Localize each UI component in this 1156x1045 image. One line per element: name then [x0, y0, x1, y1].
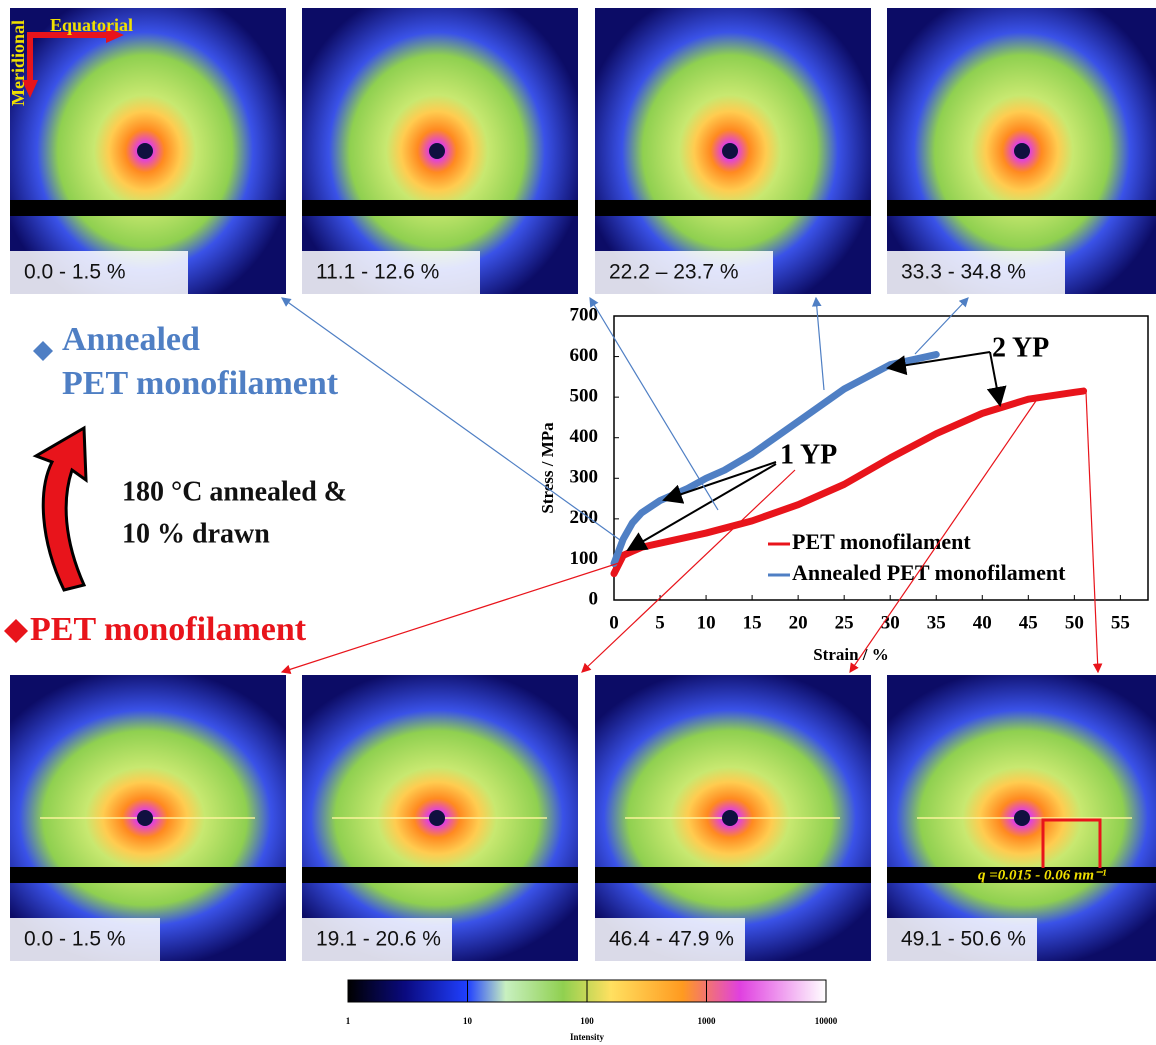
- x-tick-label: 20: [789, 612, 808, 633]
- y-tick-label: 300: [570, 467, 599, 488]
- y-tick-label: 200: [570, 507, 599, 528]
- treatment-text: 10 % drawn: [122, 518, 270, 549]
- beamstop: [722, 143, 738, 159]
- curved-arrow: [36, 428, 86, 590]
- beamstop: [1014, 810, 1030, 826]
- panel-label: 19.1 - 20.6 %: [316, 928, 441, 951]
- y-tick-label: 500: [570, 386, 599, 407]
- panel-label: 11.1 - 12.6 %: [316, 261, 439, 284]
- beamstop: [429, 143, 445, 159]
- plot-frame: [614, 316, 1148, 600]
- beamstop-bar: [10, 867, 286, 883]
- panel-label: 46.4 - 47.9 %: [609, 928, 734, 951]
- beamstop-bar: [302, 867, 578, 883]
- meridional-label: Meridional: [8, 20, 28, 106]
- colorbar-tick-label: 1000: [698, 1016, 717, 1026]
- connector: [282, 562, 622, 672]
- annotation: 2 YP: [992, 332, 1049, 363]
- x-tick-label: 10: [697, 612, 716, 633]
- legend-label: PET monofilament: [792, 529, 971, 554]
- panel-label: 22.2 – 23.7 %: [609, 261, 739, 284]
- annotation: 1 YP: [780, 439, 837, 470]
- x-tick-label: 55: [1111, 612, 1130, 633]
- saxs-panel: 49.1 - 50.6 %: [847, 668, 1156, 968]
- panel-label: 0.0 - 1.5 %: [24, 928, 126, 951]
- colorbar-label: Intensity: [570, 1032, 605, 1042]
- beamstop-bar: [595, 200, 871, 216]
- colorbar-tick-label: 10000: [815, 1016, 838, 1026]
- x-tick-label: 0: [609, 612, 619, 633]
- saxs-image: [0, 668, 320, 968]
- pet-title: PET monofilament: [30, 611, 307, 648]
- beamstop: [137, 810, 153, 826]
- x-tick-label: 5: [655, 612, 665, 633]
- saxs-panel: 33.3 - 34.8 %: [872, 0, 1156, 316]
- panel-label: 0.0 - 1.5 %: [24, 261, 126, 284]
- saxs-panel: 19.1 - 20.6 %: [262, 668, 612, 968]
- y-tick-label: 600: [570, 345, 599, 366]
- treatment-text: 180 °C annealed &: [122, 476, 347, 507]
- y-tick-label: 700: [570, 304, 599, 325]
- beamstop: [1014, 143, 1030, 159]
- x-tick-label: 15: [743, 612, 762, 633]
- saxs-panel: 11.1 - 12.6 %: [287, 0, 587, 316]
- y-axis-label: Stress / MPa: [538, 422, 557, 514]
- x-tick-label: 35: [927, 612, 946, 633]
- saxs-panel: 0.0 - 1.5 %: [0, 0, 295, 316]
- saxs-image: [555, 668, 905, 968]
- annealed-subtitle: PET monofilament: [62, 365, 339, 402]
- colorbar-tick-label: 10: [463, 1016, 473, 1026]
- diamond-icon: [33, 341, 53, 361]
- figure: 0.0 - 1.5 % 11.1 - 12.6 % 22.2 – 23.7 % 33.…: [0, 0, 1156, 1045]
- x-tick-label: 40: [973, 612, 992, 633]
- x-tick-label: 50: [1065, 612, 1084, 633]
- q-label: q =0.015 - 0.06 nm⁻¹: [978, 867, 1106, 883]
- colorbar-tick-label: 1: [346, 1016, 351, 1026]
- beamstop-bar: [595, 867, 871, 883]
- annealed-title: Annealed: [62, 321, 200, 358]
- saxs-image: [262, 668, 612, 968]
- colorbar-tick-label: 100: [580, 1016, 594, 1026]
- y-tick-label: 100: [570, 548, 599, 569]
- y-tick-label: 400: [570, 426, 599, 447]
- beamstop-bar: [302, 200, 578, 216]
- x-tick-label: 45: [1019, 612, 1038, 633]
- beamstop: [137, 143, 153, 159]
- beamstop: [722, 810, 738, 826]
- saxs-image: [847, 668, 1156, 968]
- saxs-panel: 0.0 - 1.5 %: [0, 668, 320, 968]
- saxs-panel: 22.2 – 23.7 %: [580, 0, 880, 316]
- beamstop-bar: [10, 200, 286, 216]
- y-tick-label: 0: [589, 588, 599, 609]
- legend-label: Annealed PET monofilament: [792, 560, 1066, 585]
- x-axis-label: Strain / %: [813, 645, 889, 664]
- x-tick-label: 25: [835, 612, 854, 633]
- colorbar: Intensity 1 10 100 1000 10000: [346, 980, 838, 1042]
- saxs-panel: 46.4 - 47.9 %: [555, 668, 905, 968]
- diamond-icon: [4, 619, 28, 643]
- beamstop-bar: [887, 200, 1156, 216]
- panel-label: 49.1 - 50.6 %: [901, 928, 1026, 951]
- beamstop: [429, 810, 445, 826]
- equatorial-label: Equatorial: [50, 15, 133, 35]
- panel-label: 33.3 - 34.8 %: [901, 261, 1026, 284]
